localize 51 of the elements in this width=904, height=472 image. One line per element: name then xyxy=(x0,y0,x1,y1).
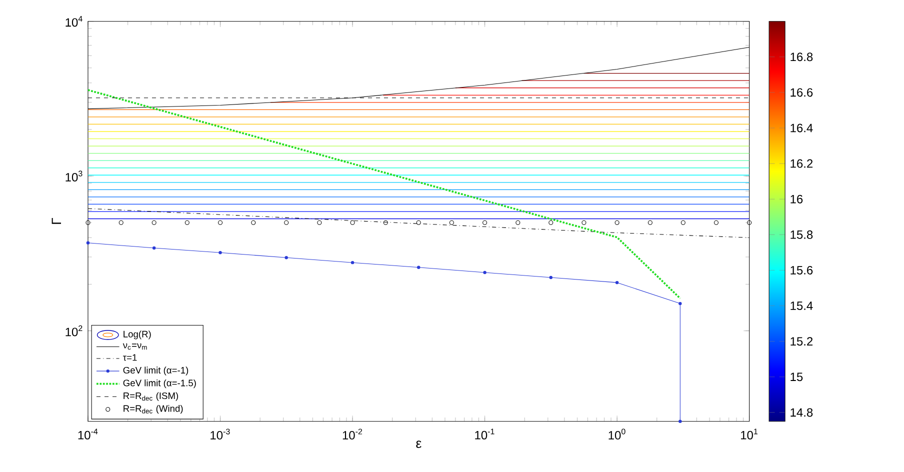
point xyxy=(284,220,289,225)
x-tick-label: 10$^{0}$ xyxy=(608,428,626,440)
point xyxy=(350,220,355,225)
point xyxy=(218,220,223,225)
point xyxy=(118,220,124,225)
point xyxy=(416,220,421,225)
color-bar-label: 16.4 xyxy=(790,124,813,132)
x-tick-label: 10$^{-2}$ xyxy=(342,428,362,440)
y-tick-label: 10$^{4}$ xyxy=(66,16,82,27)
x-tick-label: 10$^{-4}$ xyxy=(78,428,98,440)
x-tick-label: 10$^{1}$ xyxy=(741,428,758,440)
x-tick-label: 10$^{-3}$ xyxy=(210,428,230,440)
color-bar-label: 16.6 xyxy=(790,88,813,97)
x-axis-title: ε xyxy=(416,440,422,448)
color-bar-label: 15.8 xyxy=(790,230,813,239)
legend-label: GeV limit (α=-1.5) xyxy=(123,379,196,388)
point xyxy=(714,220,718,225)
point xyxy=(184,220,190,225)
color-bar-title: Log(R) xyxy=(124,330,151,340)
point xyxy=(152,220,156,225)
point xyxy=(86,220,90,225)
legend-label: R=R$_{dec}$ (ISM) xyxy=(124,392,178,401)
point xyxy=(614,220,620,225)
point xyxy=(747,220,752,225)
point xyxy=(449,220,454,225)
point xyxy=(317,220,322,225)
legend-label: GeV limit (α=-1) xyxy=(123,366,188,376)
y-tick-label: 10$^{3}$ xyxy=(66,170,82,182)
point xyxy=(648,220,652,225)
point xyxy=(482,220,488,225)
color-bar-label: 15.4 xyxy=(790,302,813,310)
x-tick-label: 10$^{-1}$ xyxy=(475,428,494,440)
color-bar-label: 14.8 xyxy=(790,408,813,417)
point xyxy=(548,220,554,225)
point xyxy=(383,220,388,225)
legend-label: τ=1 xyxy=(122,354,137,361)
color-bar-label: 16 xyxy=(790,194,803,204)
color-bar-label: 15.6 xyxy=(790,266,813,274)
color-bar-label: 16.2 xyxy=(790,159,813,168)
point xyxy=(516,220,520,225)
y-axis-title: Γ xyxy=(52,218,61,224)
point xyxy=(582,220,586,225)
color-bar-label: 15.2 xyxy=(790,337,813,346)
y-tick-label: 10$^{2}$ xyxy=(66,325,82,336)
color-bar-label: 16.8 xyxy=(790,52,813,62)
point xyxy=(86,241,90,244)
point xyxy=(680,220,686,225)
color-bar-label: 15 xyxy=(790,372,803,382)
legend-label: ν$_{c}$=ν$_{m}$ xyxy=(122,343,147,350)
point xyxy=(251,220,256,225)
legend-label: R=R$_{dec}$ (Wind) xyxy=(124,404,183,414)
